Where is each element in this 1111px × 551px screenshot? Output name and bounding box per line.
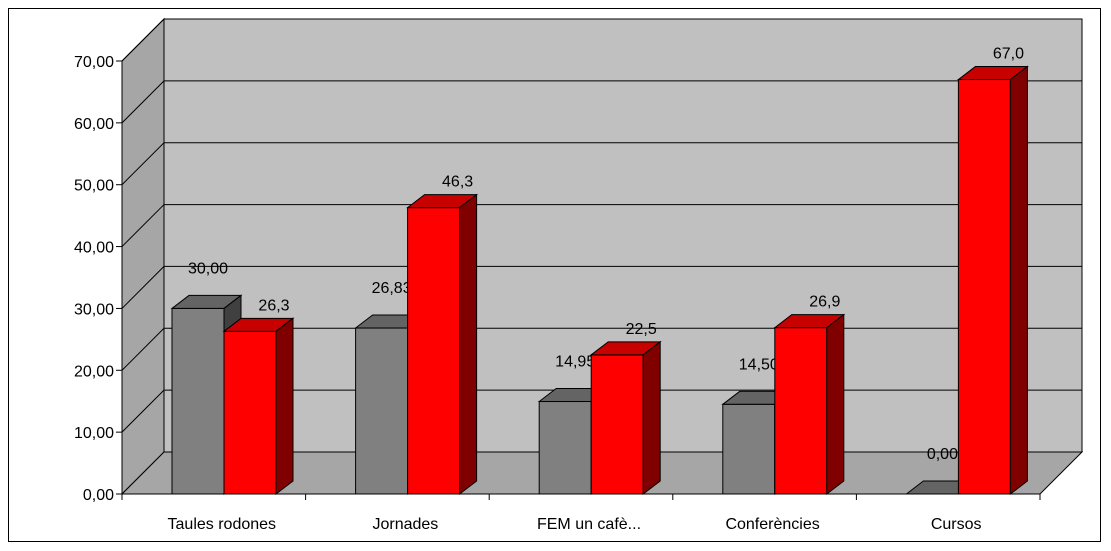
bar-front bbox=[355, 327, 409, 495]
bar-front bbox=[407, 207, 461, 495]
bar-front bbox=[538, 401, 592, 495]
data-label: 14,95 bbox=[555, 354, 595, 371]
bar-red bbox=[589, 340, 662, 496]
x-category-label: Cursos bbox=[931, 516, 982, 533]
gridline bbox=[121, 142, 1082, 186]
bar-side bbox=[642, 340, 661, 496]
data-label: 26,83 bbox=[372, 280, 412, 297]
y-tick-label: 0,00 bbox=[83, 487, 114, 504]
side-wall bbox=[121, 17, 165, 496]
y-tick-label: 40,00 bbox=[74, 240, 114, 257]
data-label: 0,00 bbox=[927, 446, 958, 463]
data-label: 26,3 bbox=[258, 297, 289, 314]
gridline bbox=[121, 265, 1082, 309]
gridline bbox=[121, 80, 1082, 124]
y-tick-label: 60,00 bbox=[74, 116, 114, 133]
bar-front bbox=[722, 403, 776, 495]
data-label: 30,00 bbox=[188, 260, 228, 277]
y-tick-label: 50,00 bbox=[74, 178, 114, 195]
chart-frame bbox=[8, 8, 1101, 542]
y-tick-label: 70,00 bbox=[74, 54, 114, 71]
bar-red bbox=[406, 193, 479, 496]
data-label: 26,9 bbox=[809, 294, 840, 311]
bar-red bbox=[222, 317, 295, 496]
x-category-label: Taules rodones bbox=[168, 516, 277, 533]
bar-front bbox=[957, 79, 1011, 495]
x-category-label: FEM un cafè... bbox=[537, 516, 641, 533]
bar-side bbox=[275, 317, 294, 496]
y-tick-label: 30,00 bbox=[74, 301, 114, 318]
data-label: 14,50 bbox=[739, 356, 779, 373]
x-category-label: Jornades bbox=[372, 516, 438, 533]
data-label: 22,5 bbox=[626, 321, 657, 338]
bar-red bbox=[956, 65, 1029, 496]
gridline bbox=[121, 18, 1082, 62]
y-tick-label: 10,00 bbox=[74, 425, 114, 442]
y-tick-label: 20,00 bbox=[74, 363, 114, 380]
bar-front bbox=[590, 354, 644, 495]
bar-front bbox=[774, 327, 828, 495]
bar-side bbox=[826, 313, 845, 496]
data-label: 46,3 bbox=[442, 174, 473, 191]
gridline bbox=[121, 204, 1082, 247]
bar-side bbox=[459, 193, 478, 496]
bar-front bbox=[171, 307, 225, 495]
x-category-label: Conferències bbox=[725, 516, 819, 533]
bar-side bbox=[1009, 65, 1028, 496]
bar-red bbox=[773, 313, 846, 496]
data-label: 67,0 bbox=[993, 46, 1024, 63]
bar-front bbox=[223, 330, 277, 495]
